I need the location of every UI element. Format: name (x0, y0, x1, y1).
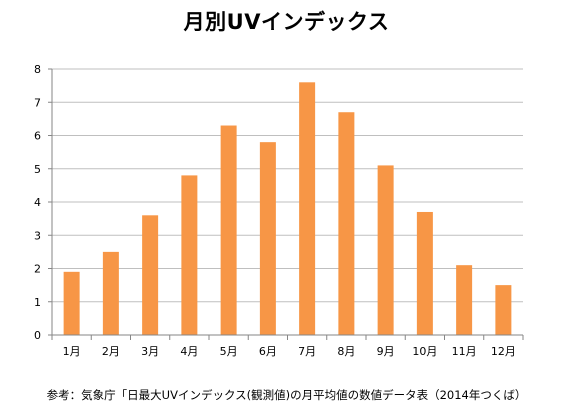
y-tick-label: 7 (34, 96, 41, 109)
y-tick-label: 4 (34, 196, 41, 209)
x-tick-label: 12月 (491, 345, 516, 358)
x-tick-label: 3月 (141, 345, 159, 358)
bar (259, 142, 276, 335)
bar (220, 125, 237, 336)
gridlines (52, 68, 523, 303)
bar (142, 215, 159, 335)
bar (377, 165, 394, 335)
bar (416, 211, 433, 335)
x-tick-label: 9月 (377, 345, 395, 358)
bar (299, 82, 316, 335)
x-tick-label: 1月 (63, 345, 81, 358)
x-tick-label: 10月 (412, 345, 437, 358)
y-tick-label: 2 (34, 263, 41, 276)
x-tick-labels: 1月 2月 3月 4月 5月 6月 7月 8月 9月 10月 11月 12月 (63, 345, 516, 358)
x-tick-label: 7月 (298, 345, 316, 358)
x-tick-label: 4月 (180, 345, 198, 358)
x-tick-label: 6月 (259, 345, 277, 358)
y-tick-label: 8 (34, 63, 41, 76)
axes (48, 68, 524, 340)
bar (181, 175, 198, 335)
y-tick-label: 1 (34, 296, 41, 309)
chart-title: 月別UVインデックス (183, 10, 390, 34)
y-tick-labels: 0 1 2 3 4 5 6 7 8 (34, 63, 41, 342)
bar (495, 285, 512, 335)
y-tick-label: 0 (34, 329, 41, 342)
x-tick-label: 5月 (220, 345, 238, 358)
bar (102, 251, 119, 335)
bar (338, 112, 355, 335)
x-tick-label: 11月 (452, 345, 477, 358)
source-note: 参考：気象庁「日最大UVインデックス(観測値)の月平均値の数値データ表（2014… (46, 388, 527, 402)
x-tick-label: 8月 (337, 345, 355, 358)
bars (63, 82, 512, 336)
bar (63, 271, 80, 335)
y-tick-label: 5 (34, 163, 41, 176)
y-tick-label: 3 (34, 229, 41, 242)
y-tick-label: 6 (34, 130, 41, 143)
bar (456, 265, 473, 335)
x-tick-label: 2月 (102, 345, 120, 358)
